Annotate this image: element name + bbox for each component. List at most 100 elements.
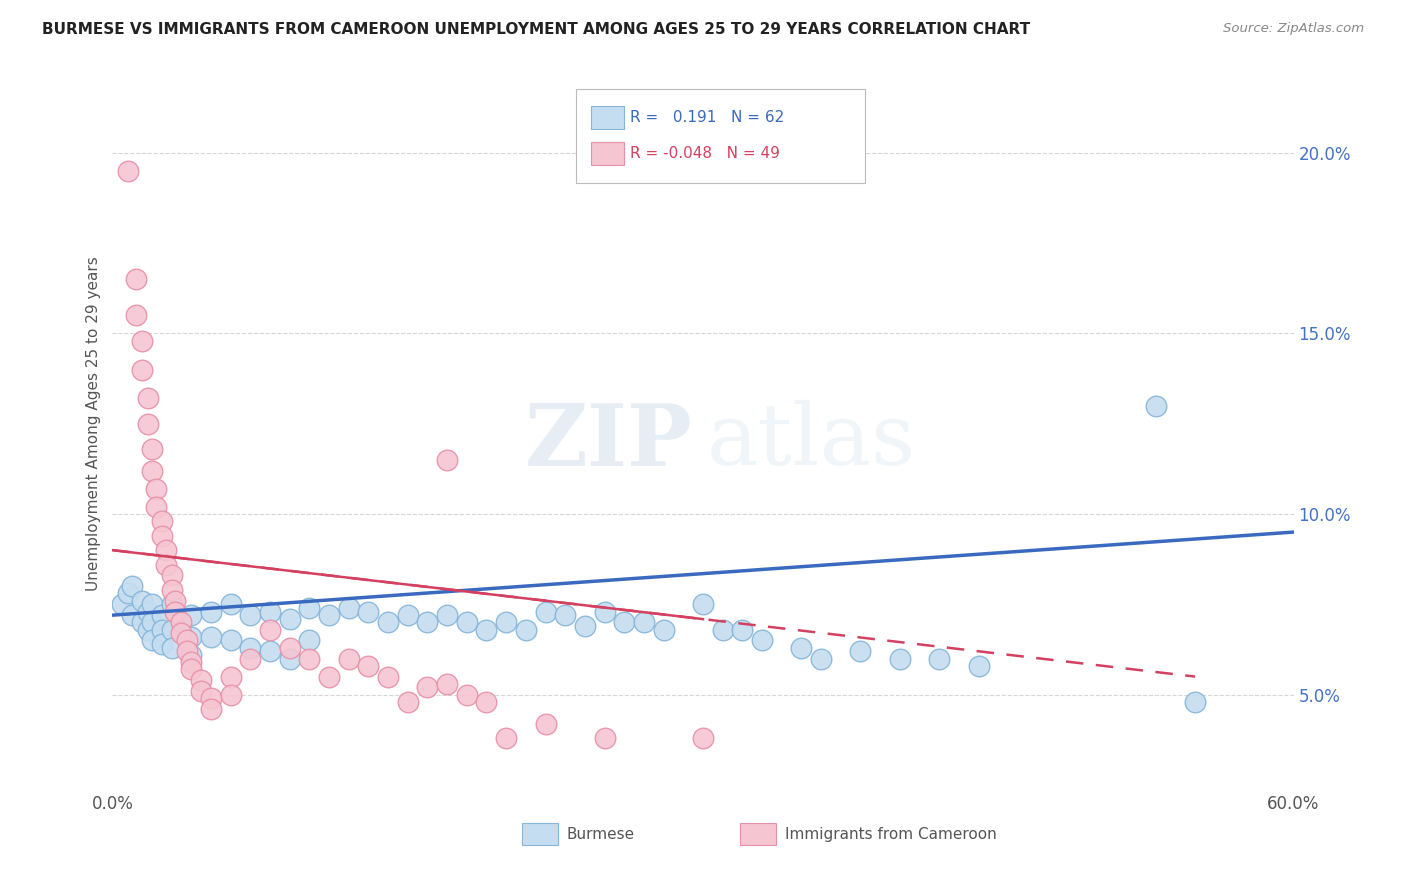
Point bbox=[515, 623, 537, 637]
Point bbox=[136, 392, 159, 406]
Point bbox=[318, 669, 340, 683]
Text: ZIP: ZIP bbox=[524, 400, 692, 483]
Point bbox=[111, 598, 134, 612]
Point bbox=[200, 605, 222, 619]
Point bbox=[219, 598, 242, 612]
Point bbox=[495, 731, 517, 745]
Point bbox=[318, 608, 340, 623]
Point bbox=[219, 633, 242, 648]
Text: BURMESE VS IMMIGRANTS FROM CAMEROON UNEMPLOYMENT AMONG AGES 25 TO 29 YEARS CORRE: BURMESE VS IMMIGRANTS FROM CAMEROON UNEM… bbox=[42, 22, 1031, 37]
Point bbox=[136, 623, 159, 637]
Point bbox=[180, 662, 202, 676]
Point bbox=[554, 608, 576, 623]
Point bbox=[889, 651, 911, 665]
Point bbox=[1184, 695, 1206, 709]
Point bbox=[141, 633, 163, 648]
Point bbox=[131, 615, 153, 630]
Point bbox=[259, 644, 281, 658]
Text: Burmese: Burmese bbox=[567, 827, 634, 841]
Point bbox=[150, 623, 173, 637]
Point bbox=[239, 608, 262, 623]
Point bbox=[141, 598, 163, 612]
Point bbox=[165, 605, 187, 619]
Point bbox=[219, 688, 242, 702]
Point bbox=[751, 633, 773, 648]
Point bbox=[298, 633, 321, 648]
Point bbox=[967, 658, 990, 673]
Point bbox=[259, 605, 281, 619]
Point bbox=[200, 691, 222, 706]
Point bbox=[337, 651, 360, 665]
Point bbox=[396, 695, 419, 709]
Point bbox=[692, 598, 714, 612]
Point bbox=[170, 615, 193, 630]
Point bbox=[160, 598, 183, 612]
Point bbox=[131, 593, 153, 607]
Point bbox=[190, 673, 212, 688]
Text: R = -0.048   N = 49: R = -0.048 N = 49 bbox=[630, 146, 780, 161]
Point bbox=[652, 623, 675, 637]
Point bbox=[219, 669, 242, 683]
Point bbox=[790, 640, 813, 655]
Point bbox=[150, 608, 173, 623]
Point bbox=[160, 582, 183, 597]
Point bbox=[278, 612, 301, 626]
Point bbox=[141, 464, 163, 478]
Point bbox=[357, 658, 380, 673]
Point bbox=[711, 623, 734, 637]
Point bbox=[849, 644, 872, 658]
Point bbox=[141, 615, 163, 630]
Point bbox=[190, 684, 212, 698]
Point bbox=[117, 586, 139, 600]
Point bbox=[150, 514, 173, 528]
Point bbox=[298, 651, 321, 665]
Point bbox=[125, 308, 148, 322]
Point bbox=[145, 482, 167, 496]
Point bbox=[298, 601, 321, 615]
Point bbox=[176, 644, 198, 658]
Point bbox=[121, 579, 143, 593]
Point bbox=[613, 615, 636, 630]
Point bbox=[396, 608, 419, 623]
Point bbox=[121, 608, 143, 623]
Point bbox=[593, 731, 616, 745]
Point bbox=[436, 677, 458, 691]
Point bbox=[593, 605, 616, 619]
Point bbox=[180, 648, 202, 662]
Point bbox=[692, 731, 714, 745]
Point bbox=[337, 601, 360, 615]
Point bbox=[416, 615, 439, 630]
Point bbox=[155, 558, 177, 572]
Point bbox=[150, 529, 173, 543]
Point bbox=[574, 619, 596, 633]
Point bbox=[731, 623, 754, 637]
Point bbox=[131, 362, 153, 376]
Point bbox=[456, 615, 478, 630]
Y-axis label: Unemployment Among Ages 25 to 29 years: Unemployment Among Ages 25 to 29 years bbox=[86, 256, 101, 591]
Point bbox=[928, 651, 950, 665]
Point bbox=[259, 623, 281, 637]
Point bbox=[200, 702, 222, 716]
Point bbox=[278, 640, 301, 655]
Text: Immigrants from Cameroon: Immigrants from Cameroon bbox=[785, 827, 997, 841]
Point bbox=[1144, 399, 1167, 413]
Point bbox=[357, 605, 380, 619]
Text: R =   0.191   N = 62: R = 0.191 N = 62 bbox=[630, 111, 785, 125]
Point bbox=[150, 637, 173, 651]
Point bbox=[200, 630, 222, 644]
Point bbox=[125, 272, 148, 286]
Point bbox=[141, 442, 163, 456]
Point bbox=[239, 651, 262, 665]
Point bbox=[239, 640, 262, 655]
Point bbox=[475, 623, 498, 637]
Point bbox=[456, 688, 478, 702]
Point bbox=[180, 630, 202, 644]
Point bbox=[475, 695, 498, 709]
Point bbox=[145, 500, 167, 514]
Point bbox=[170, 626, 193, 640]
Point bbox=[176, 633, 198, 648]
Point bbox=[136, 605, 159, 619]
Point bbox=[534, 716, 557, 731]
Text: atlas: atlas bbox=[706, 400, 915, 483]
Point bbox=[136, 417, 159, 431]
